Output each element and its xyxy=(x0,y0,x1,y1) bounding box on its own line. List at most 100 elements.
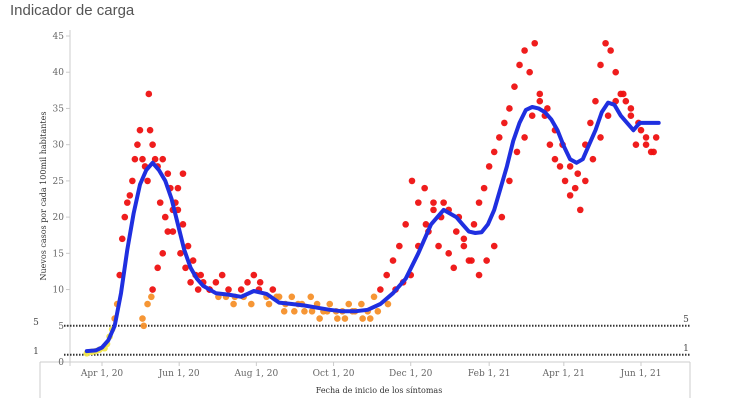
data-point xyxy=(574,170,582,177)
data-point xyxy=(408,177,416,185)
data-point xyxy=(384,300,392,308)
data-point xyxy=(151,155,159,163)
data-point xyxy=(485,163,493,170)
data-point xyxy=(126,192,134,199)
data-point xyxy=(194,286,202,293)
x-tick-label: Aug 1, 20 xyxy=(233,369,278,379)
data-point xyxy=(189,257,197,264)
reference-lines: 5 5 1 1 xyxy=(33,315,690,357)
data-point xyxy=(460,242,468,250)
data-point xyxy=(146,126,154,134)
y-tick-label: 40 xyxy=(53,68,65,78)
data-point xyxy=(265,300,273,308)
data-point xyxy=(139,155,146,163)
data-point xyxy=(288,293,296,301)
data-point xyxy=(506,177,513,185)
data-point xyxy=(422,221,430,228)
data-point xyxy=(637,126,645,134)
data-point xyxy=(131,155,139,163)
data-point xyxy=(308,307,316,315)
data-point xyxy=(164,170,172,177)
data-point xyxy=(144,177,151,185)
data-point xyxy=(182,264,189,272)
data-point xyxy=(480,184,488,192)
data-point xyxy=(269,286,277,293)
x-tick-label: Jun 1, 20 xyxy=(158,369,200,379)
y-tick-label: 45 xyxy=(53,32,65,42)
data-point xyxy=(516,61,523,69)
reference-label-left: 1 xyxy=(33,347,39,357)
data-point xyxy=(164,228,172,235)
data-point xyxy=(359,315,366,322)
data-point xyxy=(225,286,232,293)
data-point xyxy=(159,250,167,257)
data-point xyxy=(374,307,382,315)
y-tick-label: 5 xyxy=(58,322,64,332)
data-point xyxy=(619,90,627,98)
data-point xyxy=(145,90,153,98)
data-point xyxy=(551,155,559,163)
x-tick-label: Feb 1, 21 xyxy=(468,369,511,379)
data-point xyxy=(650,148,657,156)
data-point xyxy=(370,293,378,301)
data-point xyxy=(642,141,650,148)
data-point xyxy=(307,293,315,301)
data-point xyxy=(154,264,161,272)
data-point xyxy=(528,112,536,119)
data-point xyxy=(389,257,397,264)
data-point xyxy=(237,286,245,293)
data-point xyxy=(212,279,220,286)
data-point xyxy=(526,68,533,76)
data-point xyxy=(174,184,182,192)
data-point xyxy=(483,257,490,264)
data-point xyxy=(652,134,660,141)
data-point xyxy=(597,61,604,69)
data-point xyxy=(445,250,452,257)
reference-label-right: 5 xyxy=(683,315,689,325)
data-point xyxy=(377,286,384,293)
data-point xyxy=(582,177,589,185)
data-point xyxy=(396,242,403,250)
data-point xyxy=(161,213,169,221)
data-point xyxy=(430,199,437,206)
data-point xyxy=(341,315,349,322)
data-point xyxy=(589,155,597,163)
data-point xyxy=(495,134,503,141)
x-axis-label: Fecha de inicio de los síntomas xyxy=(316,386,443,395)
data-point xyxy=(291,307,298,315)
data-point xyxy=(632,141,640,148)
data-point xyxy=(468,257,475,264)
data-point xyxy=(627,105,635,112)
data-point xyxy=(244,279,251,286)
data-point xyxy=(366,315,374,322)
y-tick-label: 20 xyxy=(53,213,65,223)
data-point xyxy=(622,97,630,105)
data-point xyxy=(607,47,614,54)
data-point xyxy=(430,206,437,214)
data-point xyxy=(571,184,579,192)
y-tick-label: 25 xyxy=(53,177,65,187)
data-point xyxy=(118,235,126,243)
data-point xyxy=(627,112,635,119)
data-point xyxy=(592,97,599,105)
data-point xyxy=(450,264,458,272)
data-point xyxy=(139,315,146,322)
x-tick-label: Jun 1, 21 xyxy=(620,369,662,379)
data-point xyxy=(250,271,258,279)
data-point xyxy=(116,271,124,279)
data-point xyxy=(345,300,353,308)
data-point xyxy=(334,315,341,322)
data-point xyxy=(556,163,564,170)
average-line-path xyxy=(84,100,661,354)
data-point xyxy=(402,221,409,228)
data-point xyxy=(521,47,528,54)
data-point xyxy=(156,199,164,206)
y-tick-label: 0 xyxy=(58,358,64,368)
data-point xyxy=(383,271,390,279)
data-point xyxy=(124,199,131,206)
data-point xyxy=(415,199,422,206)
data-point xyxy=(546,141,554,148)
data-point xyxy=(576,206,584,214)
data-point xyxy=(149,141,156,148)
